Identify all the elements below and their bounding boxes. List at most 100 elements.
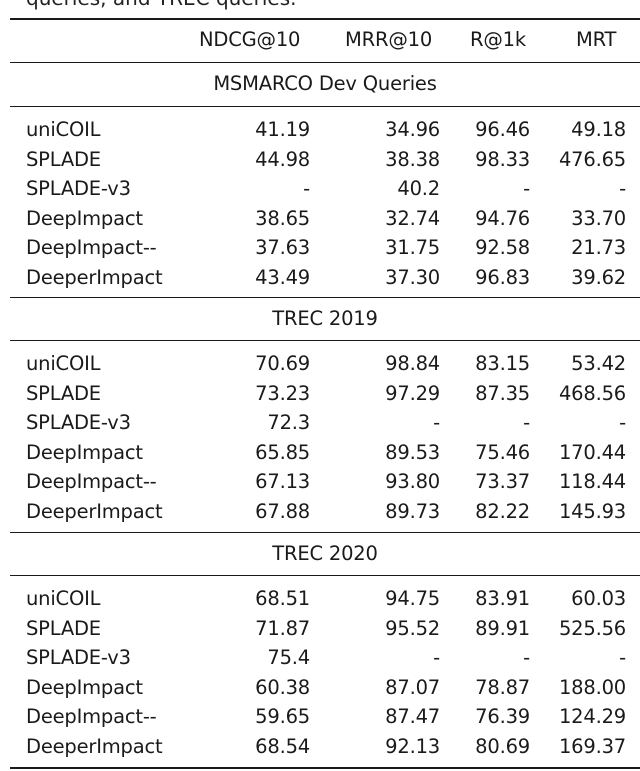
group-label: TREC 2020	[272, 542, 378, 565]
cell-mrr10: 32.74	[385, 206, 440, 230]
cell-r1k: 80.69	[475, 734, 530, 758]
cell-mrt: 188.00	[558, 675, 626, 699]
cell-r1k: 78.87	[475, 675, 530, 699]
cell-mrr10: 97.29	[385, 381, 440, 405]
column-header-mrr10: MRR@10	[345, 28, 433, 51]
row-name: DeepImpact--	[26, 470, 157, 493]
cell-r1k: 89.91	[475, 616, 530, 640]
cell-mrr10: 38.38	[385, 147, 440, 171]
cell-mrr10: 95.52	[385, 616, 440, 640]
table-row: SPLADE 73.23 97.29 87.35 468.56	[0, 379, 640, 409]
cell-mrr10: 94.75	[385, 587, 440, 610]
cell-mrt: 476.65	[558, 147, 626, 171]
table-row: DeepImpact-- 37.63 31.75 92.58 21.73	[0, 233, 640, 263]
table-row: DeeperImpact 67.88 89.73 82.22 145.93	[0, 497, 640, 527]
cell-mrr10: 89.73	[385, 499, 440, 523]
row-name: DeeperImpact	[26, 734, 163, 758]
row-name: SPLADE-v3	[26, 646, 131, 669]
cell-mrt: 49.18	[571, 118, 626, 141]
cell-r1k: 96.83	[475, 265, 530, 289]
cell-ndcg10: 68.51	[255, 587, 310, 610]
cell-r1k: 94.76	[475, 206, 530, 230]
cell-r1k: 96.46	[475, 118, 530, 141]
cell-ndcg10: 43.49	[255, 265, 310, 289]
cell-ndcg10: 44.98	[255, 147, 310, 171]
row-name: uniCOIL	[26, 587, 101, 610]
row-name: DeepImpact--	[26, 236, 157, 259]
table-bottom-rule	[10, 767, 640, 769]
cell-ndcg10: 67.88	[255, 499, 310, 523]
row-name: SPLADE	[26, 381, 101, 405]
cell-ndcg10: 65.85	[255, 440, 310, 464]
cell-r1k: 83.15	[475, 352, 530, 375]
cell-mrr10: 31.75	[385, 236, 440, 259]
cell-r1k: 98.33	[475, 147, 530, 171]
cell-mrr10: 89.53	[385, 440, 440, 464]
cell-mrr10: -	[433, 411, 440, 434]
cell-mrr10: 92.13	[385, 734, 440, 758]
group-header-trec2020: TREC 2020	[0, 539, 640, 569]
cell-r1k: 73.37	[475, 470, 530, 493]
cell-r1k: 76.39	[475, 705, 530, 728]
cell-r1k: -	[523, 411, 530, 434]
row-name: SPLADE	[26, 616, 101, 640]
row-name: uniCOIL	[26, 118, 101, 141]
table-row: SPLADE-v3 72.3 - - -	[0, 408, 640, 438]
cell-r1k: 87.35	[475, 381, 530, 405]
cell-ndcg10: 70.69	[255, 352, 310, 375]
cell-mrt: -	[619, 411, 626, 434]
table-row: DeepImpact 65.85 89.53 75.46 170.44	[0, 438, 640, 468]
table-row: uniCOIL 41.19 34.96 96.46 49.18	[0, 115, 640, 145]
row-name: DeeperImpact	[26, 265, 163, 289]
column-header-ndcg10: NDCG@10	[199, 28, 301, 51]
cell-mrt: 33.70	[571, 206, 626, 230]
cell-mrr10: 40.2	[397, 177, 440, 200]
cell-ndcg10: 60.38	[255, 675, 310, 699]
table-row: uniCOIL 68.51 94.75 83.91 60.03	[0, 584, 640, 614]
row-name: uniCOIL	[26, 352, 101, 375]
table-row: DeepImpact-- 59.65 87.47 76.39 124.29	[0, 702, 640, 732]
cell-r1k: 82.22	[475, 499, 530, 523]
column-header-mrt: MRT	[576, 28, 617, 51]
cell-mrt: 145.93	[558, 499, 626, 523]
cell-ndcg10: 72.3	[267, 411, 310, 434]
cell-ndcg10: 75.4	[267, 646, 310, 669]
cell-mrt: 118.44	[558, 470, 626, 493]
row-name: DeeperImpact	[26, 499, 163, 523]
group-end-rule	[10, 297, 640, 299]
group-label: TREC 2019	[272, 307, 378, 330]
table-row: DeepImpact 60.38 87.07 78.87 188.00	[0, 673, 640, 703]
table-row: uniCOIL 70.69 98.84 83.15 53.42	[0, 349, 640, 379]
cell-mrt: 468.56	[558, 381, 626, 405]
group-header-trec2019: TREC 2019	[0, 304, 640, 334]
cell-mrt: 170.44	[558, 440, 626, 464]
cell-ndcg10: 73.23	[255, 381, 310, 405]
cell-r1k: -	[523, 646, 530, 669]
group-rule	[10, 575, 640, 577]
row-name: SPLADE-v3	[26, 411, 131, 434]
group-label: MSMARCO Dev Queries	[213, 72, 437, 95]
group-header-msmarco: MSMARCO Dev Queries	[0, 69, 640, 99]
cell-ndcg10: 38.65	[255, 206, 310, 230]
cell-mrt: 53.42	[571, 352, 626, 375]
table-row: DeeperImpact 43.49 37.30 96.83 39.62	[0, 263, 640, 293]
column-header-r1k: R@1k	[470, 28, 526, 51]
table-row: SPLADE 44.98 38.38 98.33 476.65	[0, 145, 640, 175]
group-end-rule	[10, 532, 640, 534]
cell-r1k: 92.58	[475, 236, 530, 259]
cell-mrt: 525.56	[558, 616, 626, 640]
cell-mrt: 124.29	[558, 705, 626, 728]
cell-mrt: 39.62	[571, 265, 626, 289]
table-row: SPLADE-v3 75.4 - - -	[0, 643, 640, 673]
caption-fragment: queries, and TREC queries.	[26, 0, 297, 10]
table-top-rule	[10, 18, 640, 20]
cell-r1k: -	[523, 177, 530, 200]
cell-ndcg10: 37.63	[255, 236, 310, 259]
cell-mrt: 21.73	[571, 236, 626, 259]
row-name: SPLADE-v3	[26, 177, 131, 200]
cell-ndcg10: 59.65	[255, 705, 310, 728]
cell-mrr10: 98.84	[385, 352, 440, 375]
cell-mrr10: 37.30	[385, 265, 440, 289]
cell-mrr10: 93.80	[385, 470, 440, 493]
table-row: DeepImpact 38.65 32.74 94.76 33.70	[0, 204, 640, 234]
